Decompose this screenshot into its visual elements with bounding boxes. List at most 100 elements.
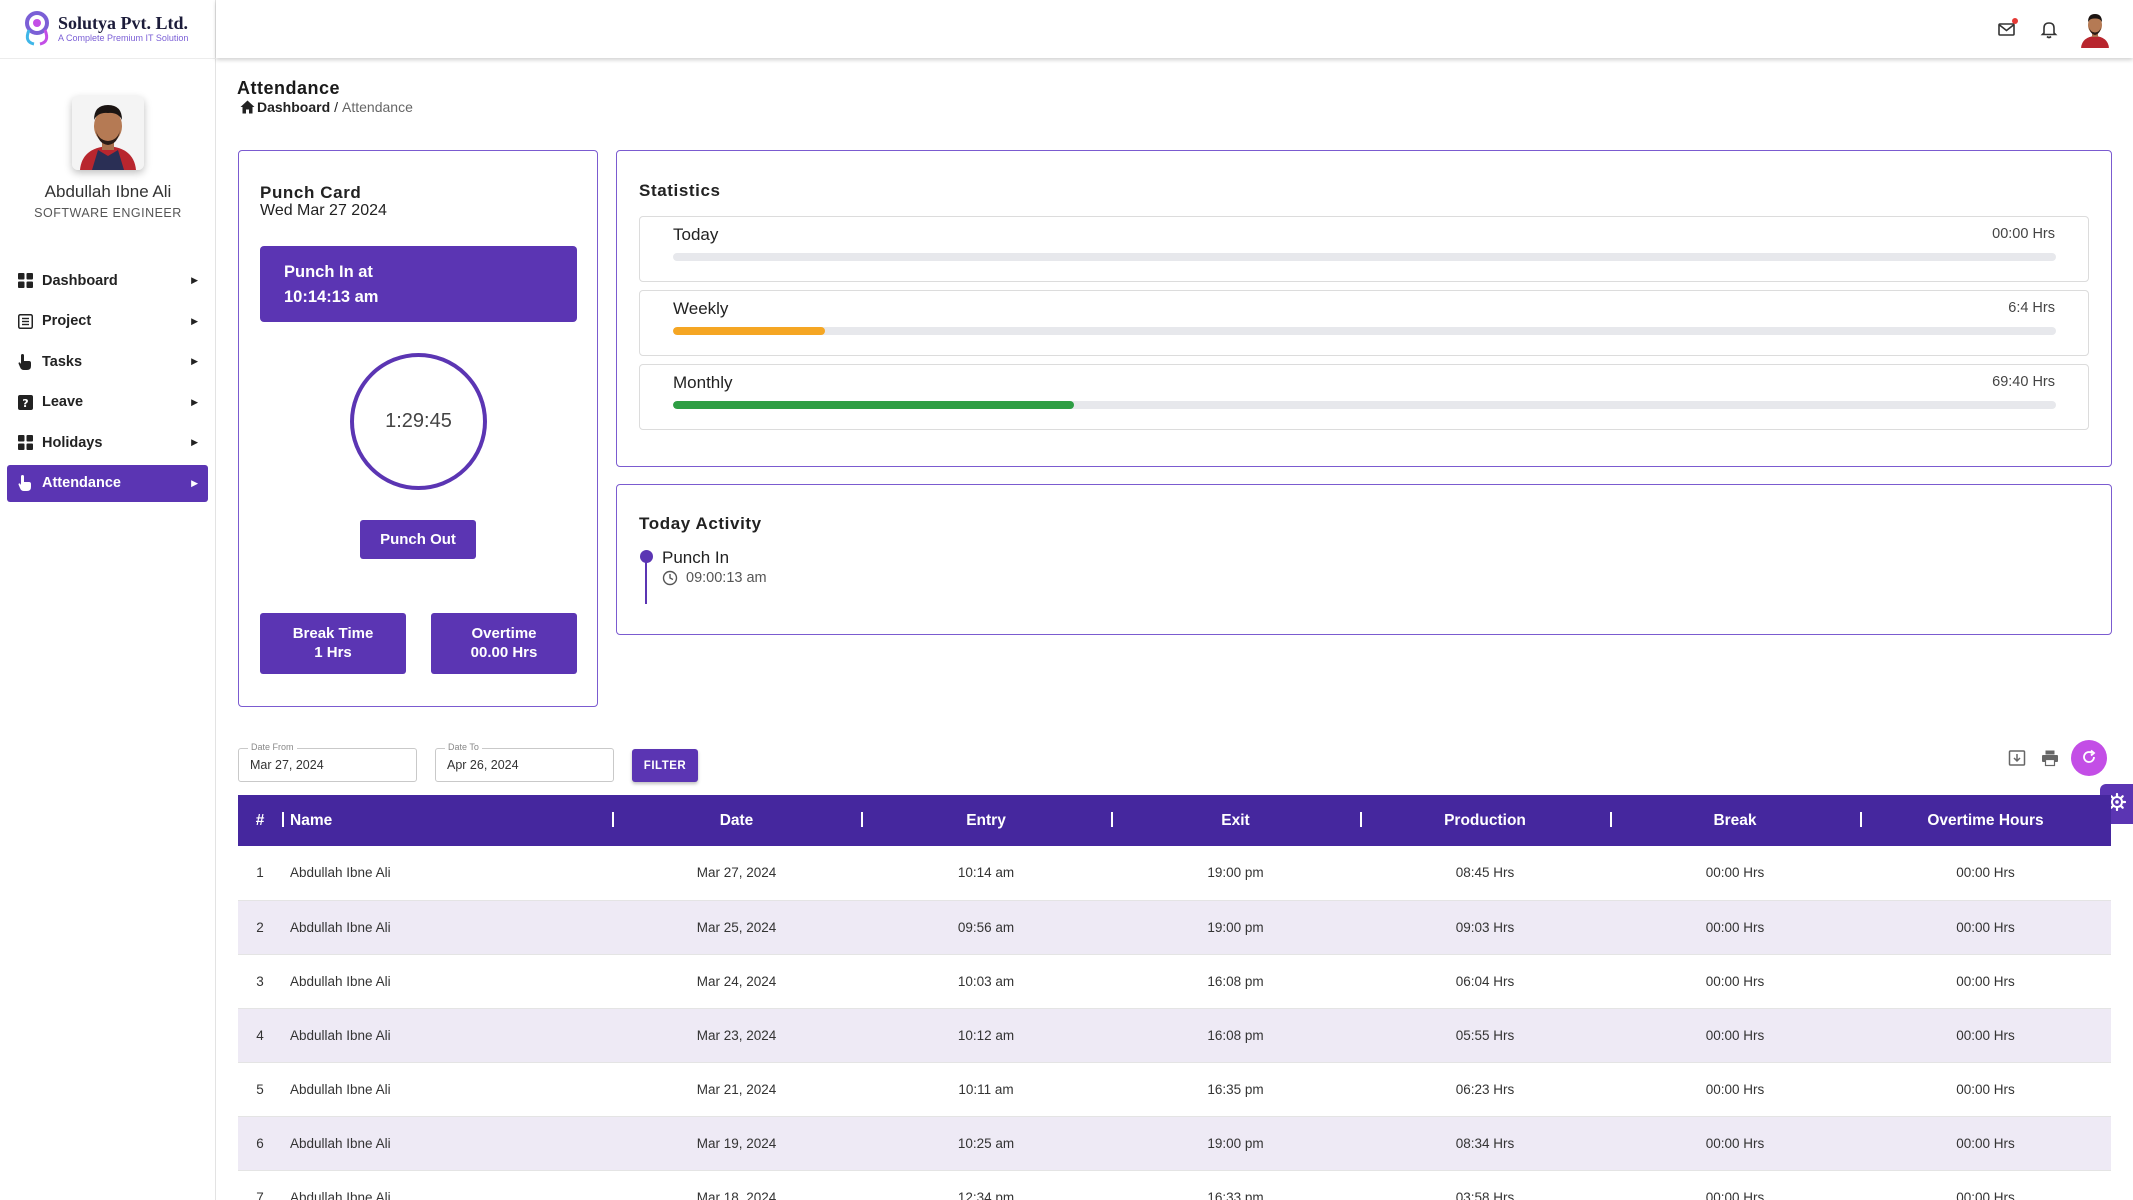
date-from-input[interactable] [250,758,400,772]
table-row[interactable]: 2 Abdullah Ibne Ali Mar 25, 2024 09:56 am 19… [238,900,2111,954]
breadcrumb-separator: / [334,99,339,115]
column-header-overtime[interactable]: Overtime Hours [1860,795,2111,846]
brand-logo[interactable]: Solutya Pvt. Ltd. A Complete Premium IT … [20,6,200,50]
cell-overtime: 00:00 Hrs [1956,1027,2015,1043]
stat-label: Monthly [673,373,733,392]
hand-pointer-icon [17,353,33,370]
breadcrumb: Dashboard / Attendance [240,99,413,115]
stat-value: 69:40 Hrs [1992,374,2055,390]
date-to-label: Date To [445,742,482,752]
column-header-break[interactable]: Break [1610,795,1860,846]
mail-icon[interactable] [1996,18,2018,40]
cell-entry: 10:25 am [957,1135,1015,1151]
profile-panel: Abdullah Ibne Ali SOFTWARE ENGINEER [0,96,216,220]
activity-entry-time: 09:00:13 am [662,570,767,586]
punch-in-label: Punch In at [284,263,373,281]
settings-gear-button[interactable] [2100,784,2133,824]
sidebar-item-leave[interactable]: ? Leave ▶ [7,384,208,421]
column-separator [282,812,284,827]
column-header-name[interactable]: Name [282,795,612,846]
cell-production: 06:04 Hrs [1455,973,1515,989]
overtime-value: 00.00 Hrs [470,644,538,661]
logo-divider [0,58,216,59]
breadcrumb-home-link[interactable]: Dashboard [257,99,331,115]
list-icon [17,313,33,329]
punch-card: Punch Card Wed Mar 27 2024 Punch In at 1… [238,150,598,707]
break-time-value: 1 Hrs [314,644,352,661]
brand-tagline: A Complete Premium IT Solution [58,33,189,43]
cell-overtime: 00:00 Hrs [1956,865,2015,881]
column-header-label: Name [290,811,333,829]
cell-break: 00:00 Hrs [1705,973,1765,989]
punch-in-info: Punch In at 10:14:13 am [260,246,577,322]
table-row[interactable]: 4 Abdullah Ibne Ali Mar 23, 2024 10:12 am 16… [238,1008,2111,1062]
cell-entry: 09:56 am [957,919,1015,935]
activity-entry-label: Punch In [662,548,730,567]
elapsed-timer: 1:29:45 [350,353,487,490]
cell-entry: 10:12 am [957,1027,1015,1043]
hand-pointer-icon [17,475,33,491]
breadcrumb-current: Attendance [342,99,413,115]
sidebar-item-label: Attendance [42,475,121,491]
column-header-exit[interactable]: Exit [1111,795,1360,846]
profile-role: SOFTWARE ENGINEER [34,206,182,220]
unread-indicator [2012,18,2018,24]
column-header-date[interactable]: Date [612,795,861,846]
table-row[interactable]: 5 Abdullah Ibne Ali Mar 21, 2024 10:11 am 16… [238,1062,2111,1116]
date-from-label: Date From [248,742,297,752]
sidebar-item-project[interactable]: Project ▶ [7,303,208,340]
date-to-input[interactable] [447,758,597,772]
cell-break: 00:00 Hrs [1705,1081,1765,1097]
cell-name: Abdullah Ibne Ali [290,919,391,935]
cell-exit: 19:00 pm [1207,1135,1264,1151]
sidebar-menu: Dashboard ▶ Project ▶ Tasks ▶ ? [7,262,208,505]
sidebar-item-label: Tasks [42,353,83,370]
table-row[interactable]: 3 Abdullah Ibne Ali Mar 24, 2024 10:03 am 16… [238,954,2111,1008]
timeline-line [645,561,647,604]
stat-row-weekly: Weekly 6:4 Hrs [639,290,2089,356]
column-header-number[interactable]: # [255,811,265,829]
column-separator [1610,812,1612,827]
sidebar-item-tasks[interactable]: Tasks ▶ [7,343,208,380]
profile-avatar[interactable] [72,96,144,170]
cell-name: Abdullah Ibne Ali [290,865,391,881]
filter-button[interactable]: FILTER [632,749,698,782]
overtime-label: Overtime [471,625,537,642]
cell-entry: 10:03 am [957,973,1015,989]
home-icon[interactable] [240,100,255,114]
bell-icon[interactable] [2038,18,2060,40]
punch-out-button[interactable]: Punch Out [360,520,476,559]
date-from-field: Date From [238,742,417,782]
sidebar-item-attendance[interactable]: Attendance ▶ [7,464,208,502]
cell-production: 03:58 Hrs [1455,1189,1515,1200]
cell-entry: 12:34 pm [957,1189,1015,1200]
column-header-production[interactable]: Production [1360,795,1610,846]
column-header-entry[interactable]: Entry [861,795,1111,846]
stat-label: Weekly [673,299,729,318]
column-separator [861,812,863,827]
stat-value: 00:00 Hrs [1992,226,2055,242]
print-icon[interactable] [2039,747,2061,769]
cell-exit: 19:00 pm [1207,865,1264,881]
header-avatar[interactable] [2078,10,2112,48]
refresh-icon [2081,749,2097,768]
cell-exit: 16:35 pm [1207,1081,1264,1097]
table-header-row: # Name Date Entry Exit Production Break … [238,795,2111,846]
statistics-title: Statistics [639,181,721,200]
table-row[interactable]: 7 Abdullah Ibne Ali Mar 18, 2024 12:34 pm 16… [238,1170,2111,1200]
sidebar-item-dashboard[interactable]: Dashboard ▶ [7,262,208,299]
cell-overtime: 00:00 Hrs [1956,919,2015,935]
column-separator [1111,812,1113,827]
column-separator [1860,812,1862,827]
cell-date: Mar 27, 2024 [696,865,777,881]
column-header-label: Exit [1221,811,1250,829]
cell-exit: 16:08 pm [1207,973,1264,989]
cell-number: 6 [256,1135,264,1151]
export-icon[interactable] [2006,747,2028,769]
table-row[interactable]: 6 Abdullah Ibne Ali Mar 19, 2024 10:25 am 19… [238,1116,2111,1170]
cell-date: Mar 21, 2024 [696,1081,777,1097]
punch-card-date: Wed Mar 27 2024 [260,202,387,219]
table-row[interactable]: 1 Abdullah Ibne Ali Mar 27, 2024 10:14 am 19… [238,846,2111,900]
refresh-button[interactable] [2071,740,2107,776]
sidebar-item-holidays[interactable]: Holidays ▶ [7,424,208,461]
